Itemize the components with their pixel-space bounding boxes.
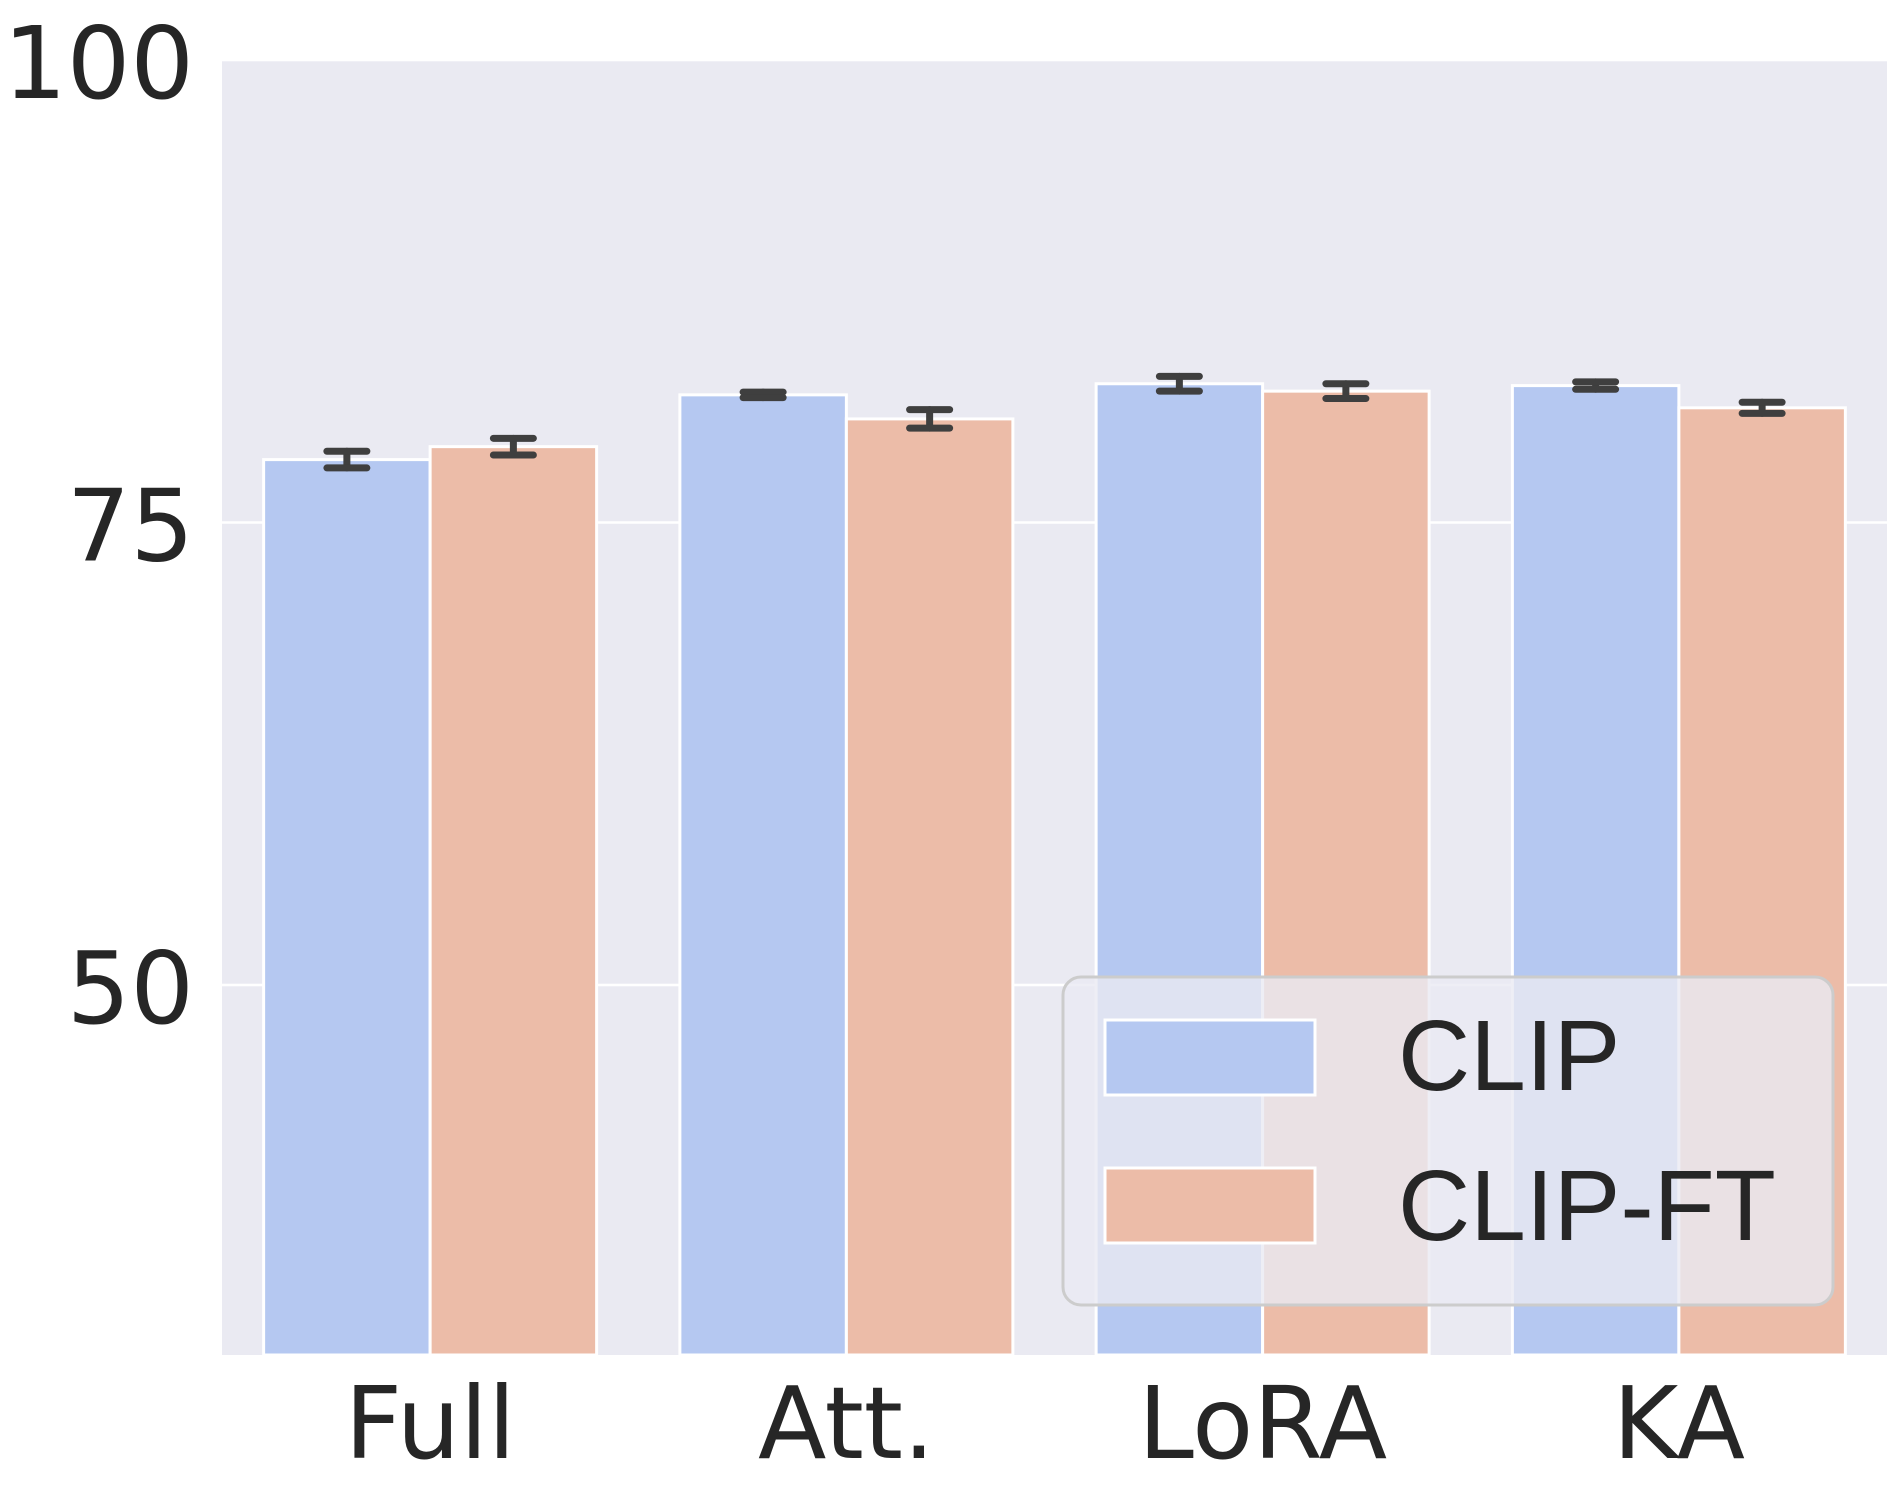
- y-axis-ticks: 50 75 100: [3, 5, 194, 1047]
- y-tick-label: 100: [3, 5, 194, 122]
- bar-clip: [678, 393, 848, 1357]
- error-bar: [1738, 398, 1786, 417]
- error-bars: [323, 372, 1786, 472]
- bar-clip: [262, 458, 432, 1357]
- bar-clip-ft: [428, 445, 599, 1357]
- legend-swatch-clip-ft: [1103, 1166, 1317, 1245]
- y-tick-label: 75: [67, 468, 194, 585]
- legend: CLIP CLIP-FT: [1061, 975, 1835, 1307]
- y-tick-label: 50: [67, 930, 194, 1047]
- x-tick-label: Att.: [758, 1365, 935, 1482]
- error-bar: [323, 447, 371, 472]
- x-tick-label: LoRA: [1138, 1365, 1387, 1482]
- error-bar: [489, 434, 537, 459]
- error-bar: [1572, 378, 1620, 393]
- error-bar: [906, 406, 954, 432]
- legend-label-clip: CLIP: [1398, 1000, 1620, 1112]
- x-tick-label: KA: [1613, 1365, 1745, 1482]
- legend-label-clip-ft: CLIP-FT: [1398, 1150, 1776, 1262]
- legend-swatch-clip: [1103, 1018, 1317, 1097]
- error-bar: [1155, 372, 1203, 395]
- x-axis-ticks: Full Att. LoRA KA: [345, 1365, 1745, 1482]
- error-bar: [1322, 380, 1370, 403]
- x-tick-label: Full: [345, 1365, 516, 1482]
- error-bar: [739, 388, 787, 402]
- bar-clip-ft: [844, 417, 1015, 1357]
